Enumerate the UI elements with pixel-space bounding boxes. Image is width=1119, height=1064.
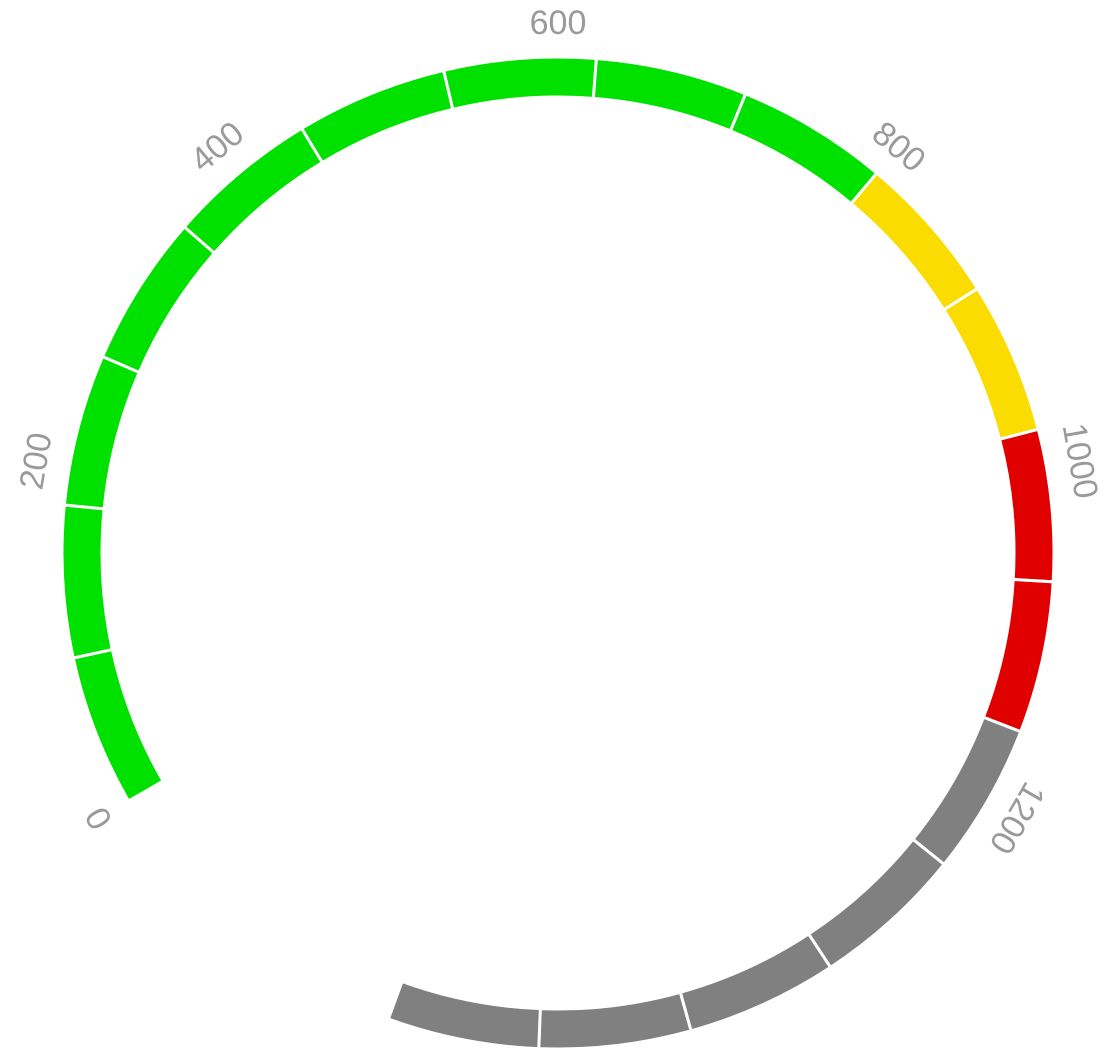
tick-label: 600 (530, 4, 587, 42)
tick-label: 200 (12, 430, 59, 492)
gauge-segment (941, 286, 1041, 442)
tick-label: 1000 (1055, 420, 1106, 501)
gauge-segment (537, 990, 693, 1051)
gauge-segment (848, 170, 980, 312)
gauge-segment (981, 577, 1055, 734)
gauge-segment (997, 427, 1056, 584)
gauge-segment (728, 91, 879, 206)
gauge-segment (100, 224, 217, 375)
tick-label: 0 (78, 800, 120, 835)
gauge-segment (71, 647, 166, 804)
gauge-segment (806, 837, 947, 970)
gauge-segment (299, 68, 455, 165)
gauge-segments (60, 55, 1056, 1051)
gauge-segment (678, 931, 833, 1033)
gauge-segment (60, 503, 115, 660)
gauge-segment (591, 56, 748, 133)
gauge-segment (62, 354, 142, 511)
gauge-segment (386, 979, 542, 1051)
gauge-segment (441, 55, 599, 112)
